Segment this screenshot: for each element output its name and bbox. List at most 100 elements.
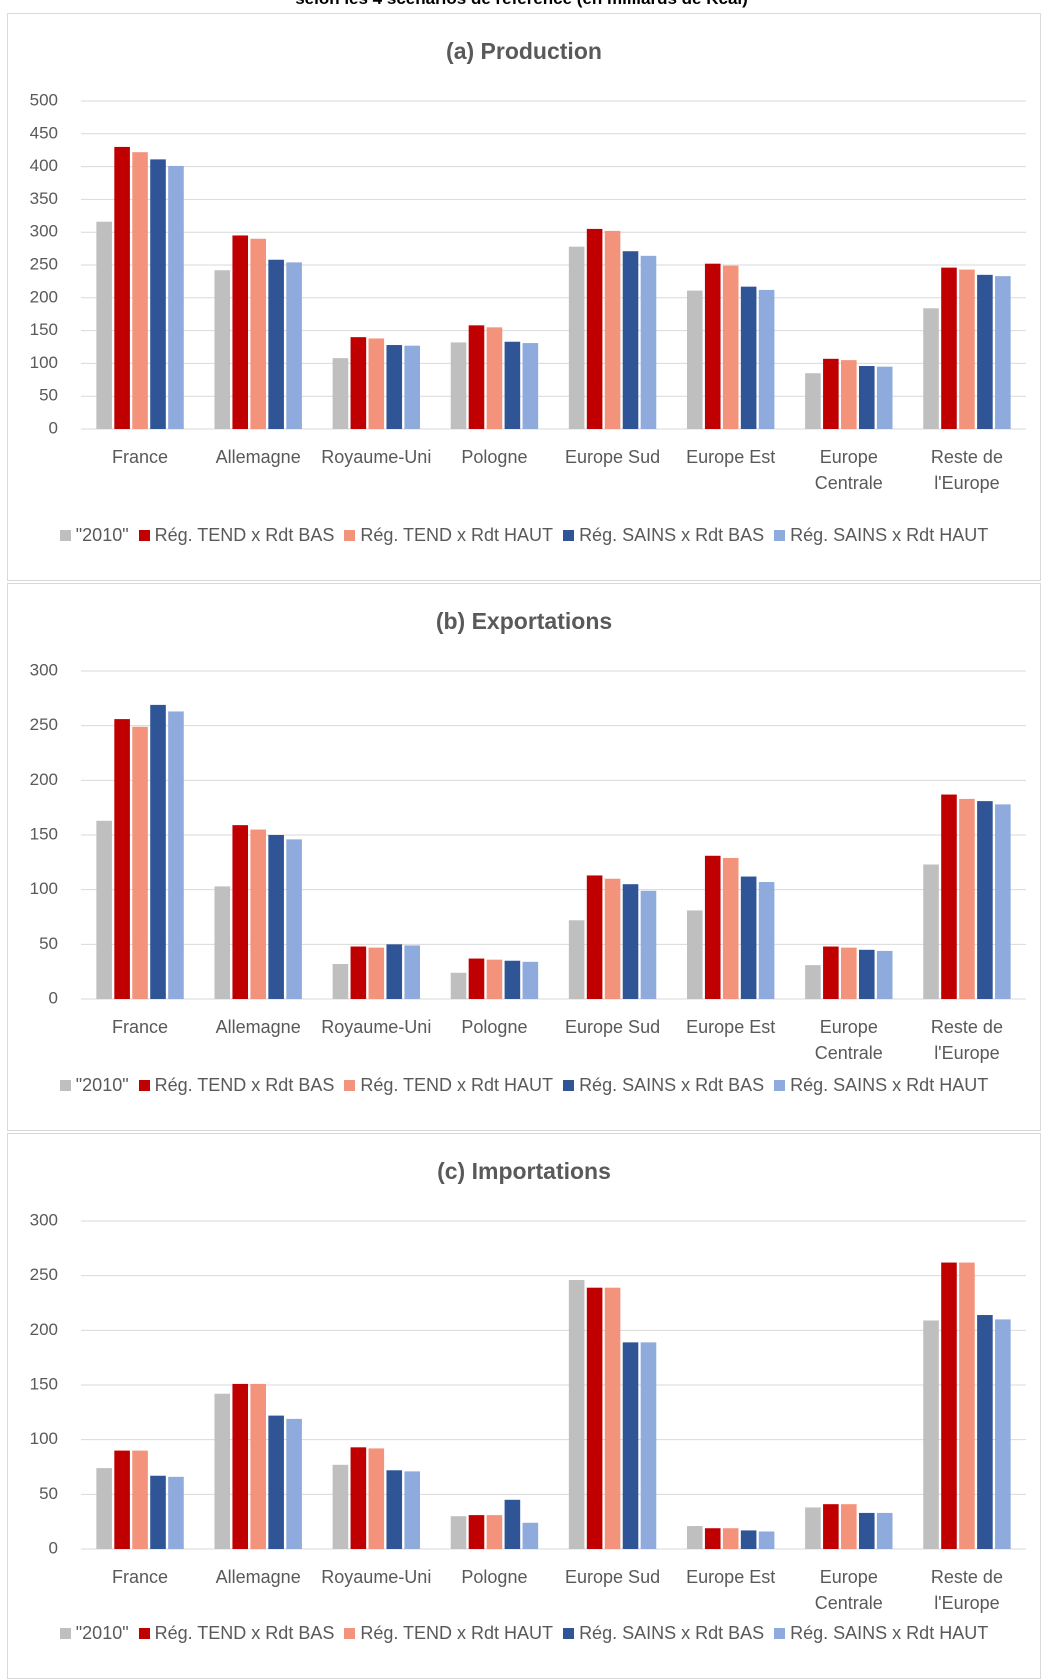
bar	[622, 251, 639, 429]
bar	[150, 1475, 166, 1549]
bar	[622, 884, 639, 999]
bar	[132, 152, 148, 429]
bar	[758, 882, 775, 999]
bar	[286, 1418, 302, 1549]
bar	[686, 910, 703, 999]
bar	[640, 890, 657, 999]
bar	[114, 1450, 130, 1549]
bar	[332, 1464, 349, 1549]
x-tick-label: Pologne	[461, 1567, 528, 1587]
legend-label: Rég. TEND x Rdt HAUT	[360, 1075, 554, 1095]
bar	[805, 965, 821, 999]
bar	[250, 238, 266, 429]
bar	[232, 1383, 249, 1549]
bar	[758, 289, 775, 429]
bar	[805, 373, 821, 429]
legend-item: Rég. SAINS x Rdt BAS	[563, 1075, 764, 1096]
legend-swatch	[774, 1628, 786, 1639]
bar	[704, 263, 721, 429]
bar	[450, 972, 467, 999]
legend: "2010" Rég. TEND x Rdt BAS Rég. TEND x Rdt…	[8, 525, 1040, 546]
bar	[722, 1528, 739, 1549]
bar	[977, 801, 993, 999]
bar	[350, 337, 367, 429]
legend-label: Rég. SAINS x Rdt HAUT	[790, 1623, 989, 1643]
y-tick-label: 300	[30, 222, 58, 241]
y-tick-label: 350	[30, 189, 58, 208]
legend-label: Rég. TEND x Rdt HAUT	[360, 1623, 554, 1643]
legend-item: Rég. TEND x Rdt HAUT	[344, 1623, 553, 1644]
bar	[250, 829, 266, 999]
legend-item: Rég. SAINS x Rdt BAS	[563, 525, 764, 546]
y-tick-label: 0	[49, 418, 58, 437]
bar	[604, 878, 621, 999]
x-tick-label: Europe Centrale	[814, 1017, 883, 1063]
x-tick-label: Allemagne	[215, 1017, 301, 1037]
bar	[286, 839, 302, 999]
bar	[586, 1287, 603, 1549]
x-tick-label: Reste de l'Europe	[930, 447, 1003, 493]
bar	[858, 366, 875, 429]
y-tick-label: 500	[30, 90, 58, 109]
y-tick-label: 250	[30, 1265, 58, 1284]
x-tick-label: Europe Centrale	[814, 1567, 883, 1613]
legend-item: Rég. TEND x Rdt BAS	[138, 1623, 334, 1644]
legend-label: Rég. SAINS x Rdt BAS	[579, 525, 765, 545]
bar	[450, 342, 467, 429]
bar	[504, 960, 521, 999]
legend-label: Rég. TEND x Rdt HAUT	[360, 525, 554, 545]
bar	[96, 221, 112, 429]
x-tick-label: France	[112, 447, 169, 467]
bar	[977, 274, 993, 429]
bar	[150, 704, 166, 999]
bar	[332, 358, 349, 429]
bar	[386, 944, 403, 999]
y-tick-label: 150	[30, 824, 58, 843]
bar	[214, 270, 231, 429]
bar	[740, 1530, 757, 1549]
bar	[640, 255, 657, 429]
bar	[995, 276, 1011, 429]
bar	[876, 1512, 893, 1549]
bar	[923, 864, 939, 999]
bar	[486, 959, 503, 999]
x-tick-label: Europe Sud	[565, 1017, 661, 1037]
bar	[959, 798, 975, 999]
legend-item: Rég. TEND x Rdt HAUT	[344, 1075, 553, 1096]
bar	[941, 794, 957, 999]
legend-item: Rég. SAINS x Rdt HAUT	[774, 525, 988, 546]
legend-item: "2010"	[59, 1623, 129, 1644]
legend-item: Rég. TEND x Rdt BAS	[138, 525, 334, 546]
bar	[522, 1522, 539, 1549]
bar	[350, 1447, 367, 1549]
bar	[841, 360, 857, 429]
bar	[740, 876, 757, 999]
bar	[604, 1287, 621, 1549]
legend-swatch	[138, 1628, 150, 1639]
x-tick-label: France	[112, 1567, 169, 1587]
bar	[504, 1499, 521, 1549]
legend-swatch	[138, 530, 150, 541]
x-tick-label: France	[112, 1017, 169, 1037]
bar	[841, 947, 857, 999]
plot: 0 50 100 150 200 250 300	[30, 1210, 1026, 1557]
bar	[386, 1470, 403, 1549]
bar	[332, 964, 349, 999]
legend-label: Rég. SAINS x Rdt BAS	[579, 1623, 765, 1643]
bar	[977, 1315, 993, 1549]
bar	[568, 1280, 585, 1549]
bar	[404, 345, 421, 429]
x-tick-label: Pologne	[461, 447, 528, 467]
bar	[823, 358, 839, 429]
legend-label: Rég. SAINS x Rdt HAUT	[790, 1075, 989, 1095]
bar	[268, 835, 284, 999]
bar	[586, 228, 603, 429]
legend-swatch	[563, 530, 575, 541]
y-tick-label: 150	[30, 1374, 58, 1393]
legend-item: Rég. SAINS x Rdt HAUT	[774, 1623, 988, 1644]
bar	[686, 1526, 703, 1549]
legend-label: Rég. SAINS x Rdt BAS	[579, 1075, 765, 1095]
bar	[740, 286, 757, 429]
legend-item: Rég. SAINS x Rdt BAS	[563, 1623, 764, 1644]
